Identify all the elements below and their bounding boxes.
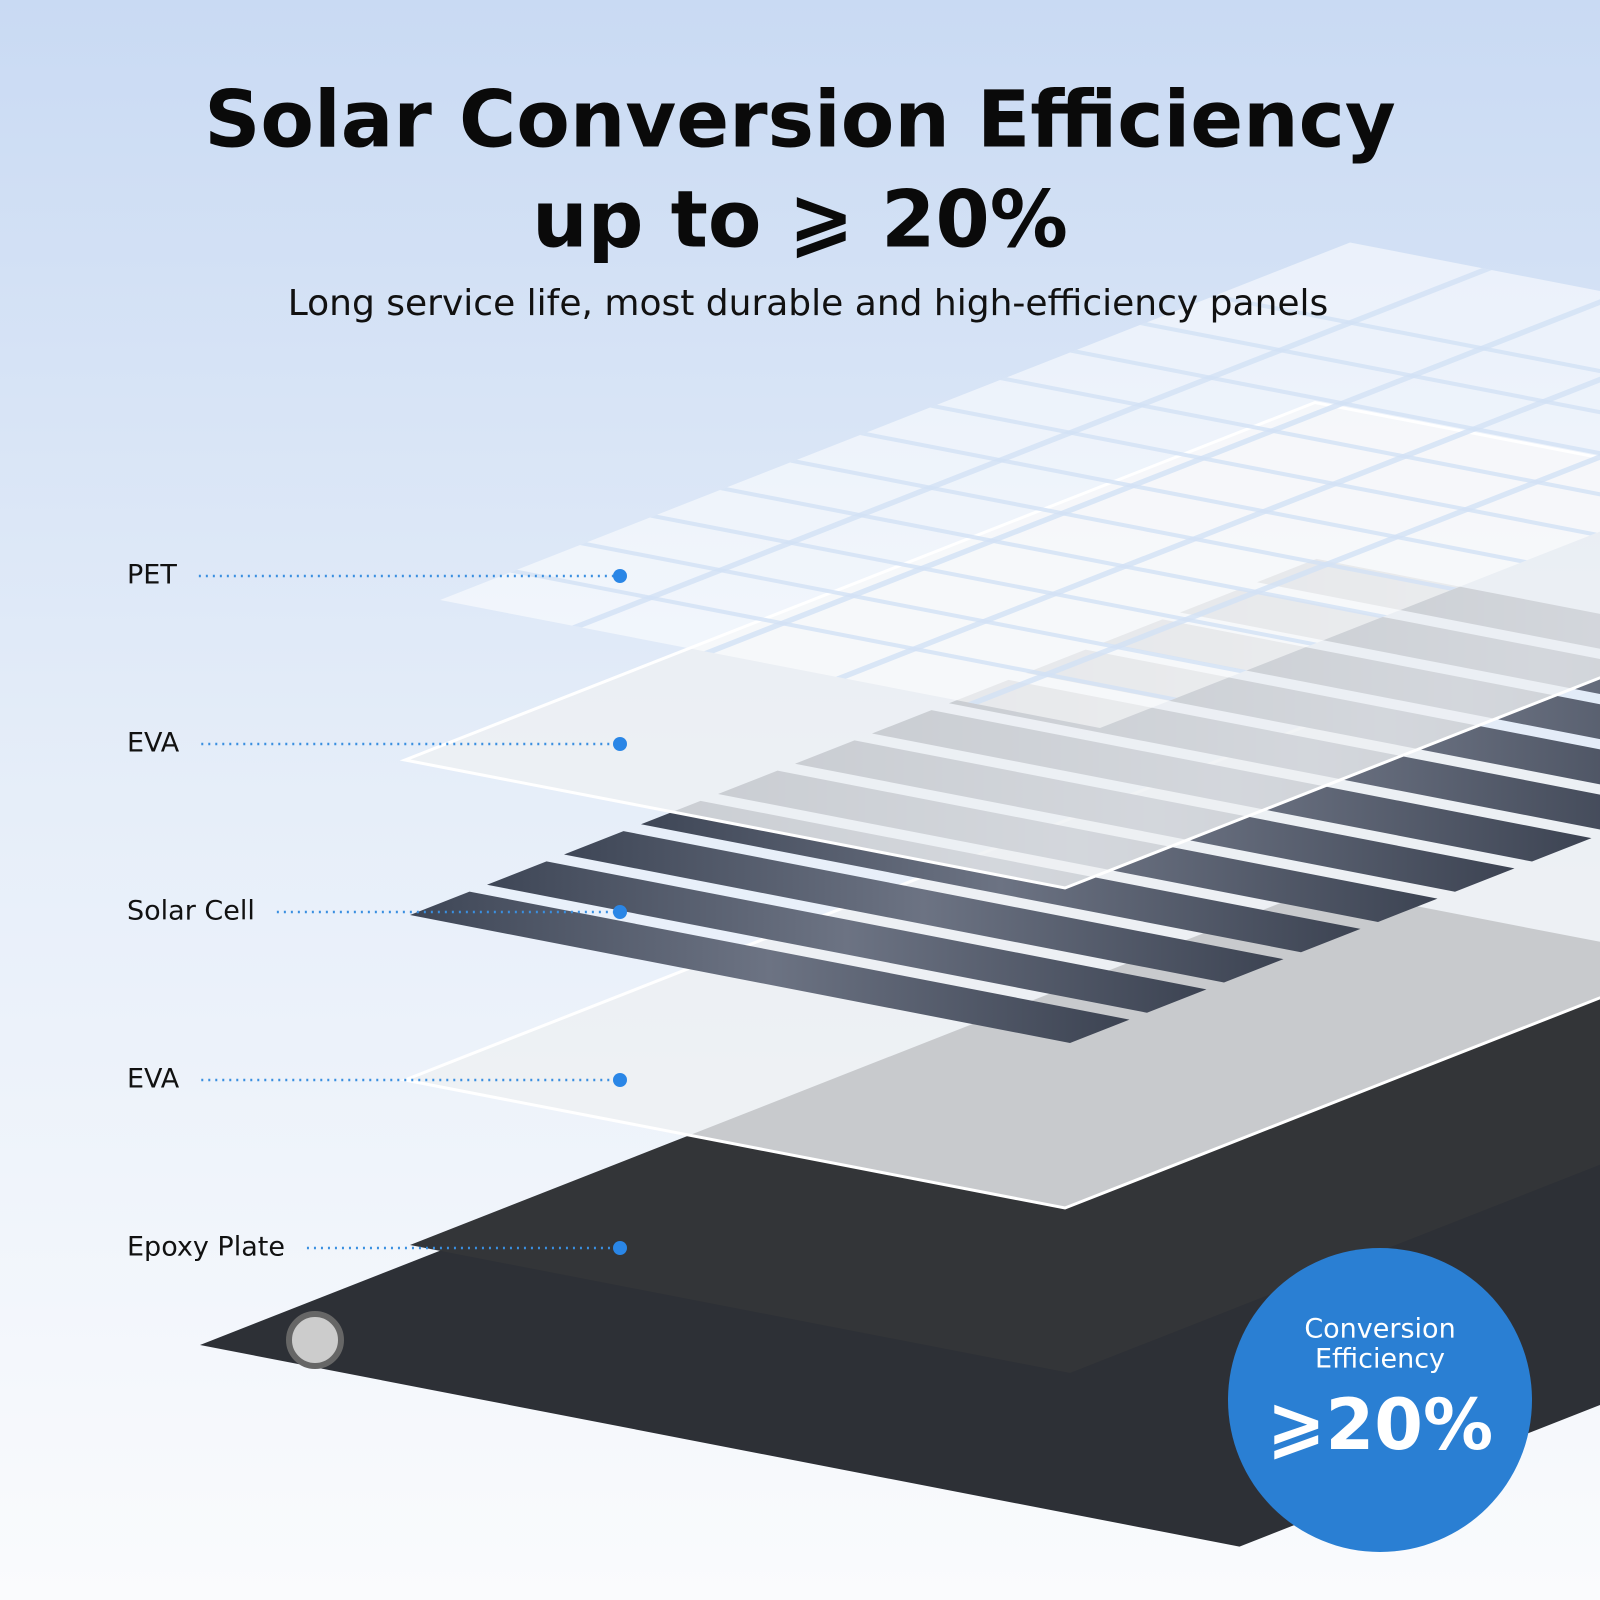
badge-text: Conversion [1304, 1314, 1455, 1345]
badge: Conversion Efficiency ⩾20% [1228, 1248, 1532, 1552]
leader-dot [613, 1073, 627, 1087]
leader-dot [613, 1241, 627, 1255]
title: Solar Conversion Efficiency [204, 75, 1396, 165]
pet-grid [720, 487, 1387, 618]
pet-grid [1210, 294, 1600, 374]
pet-grid [704, 299, 1600, 654]
badge-value: ⩾20% [1267, 1384, 1493, 1466]
pet-grid [1000, 377, 1600, 497]
layer-label: EVA [127, 728, 180, 759]
pet-grid [860, 432, 1527, 563]
layer-labels: PET EVA Solar Cell EVA Epoxy Plate [127, 560, 627, 1263]
pet-grid [580, 542, 1247, 673]
title: up to ⩾ 20% [532, 175, 1068, 265]
badge-text: Efficiency [1315, 1344, 1445, 1375]
solar-cell-strip [487, 861, 1207, 1013]
layer-stack [200, 242, 1600, 1547]
layer-label: Epoxy Plate [127, 1232, 285, 1263]
layer-label: Solar Cell [127, 896, 255, 927]
pet-grid [790, 459, 1457, 591]
pet-grid [510, 569, 1177, 701]
badge-circle [1228, 1248, 1532, 1552]
layer-label: PET [127, 560, 177, 591]
leader-dot [613, 737, 627, 751]
leader-dot [613, 569, 627, 583]
pet-grid [650, 514, 1317, 646]
pet-layer [440, 242, 1600, 728]
pet-grid [572, 268, 1492, 628]
solar-cell-strip [410, 891, 1130, 1043]
pet-grid [1140, 322, 1600, 415]
pet-grid [968, 454, 1600, 705]
solar-cell-strip [564, 831, 1284, 983]
subtitle: Long service life, most durable and high… [288, 283, 1329, 324]
layer-label: EVA [127, 1064, 180, 1095]
pet-grid [930, 404, 1597, 536]
grommet [286, 1311, 344, 1369]
leader-dot [613, 905, 627, 919]
pet-grid [836, 376, 1600, 679]
